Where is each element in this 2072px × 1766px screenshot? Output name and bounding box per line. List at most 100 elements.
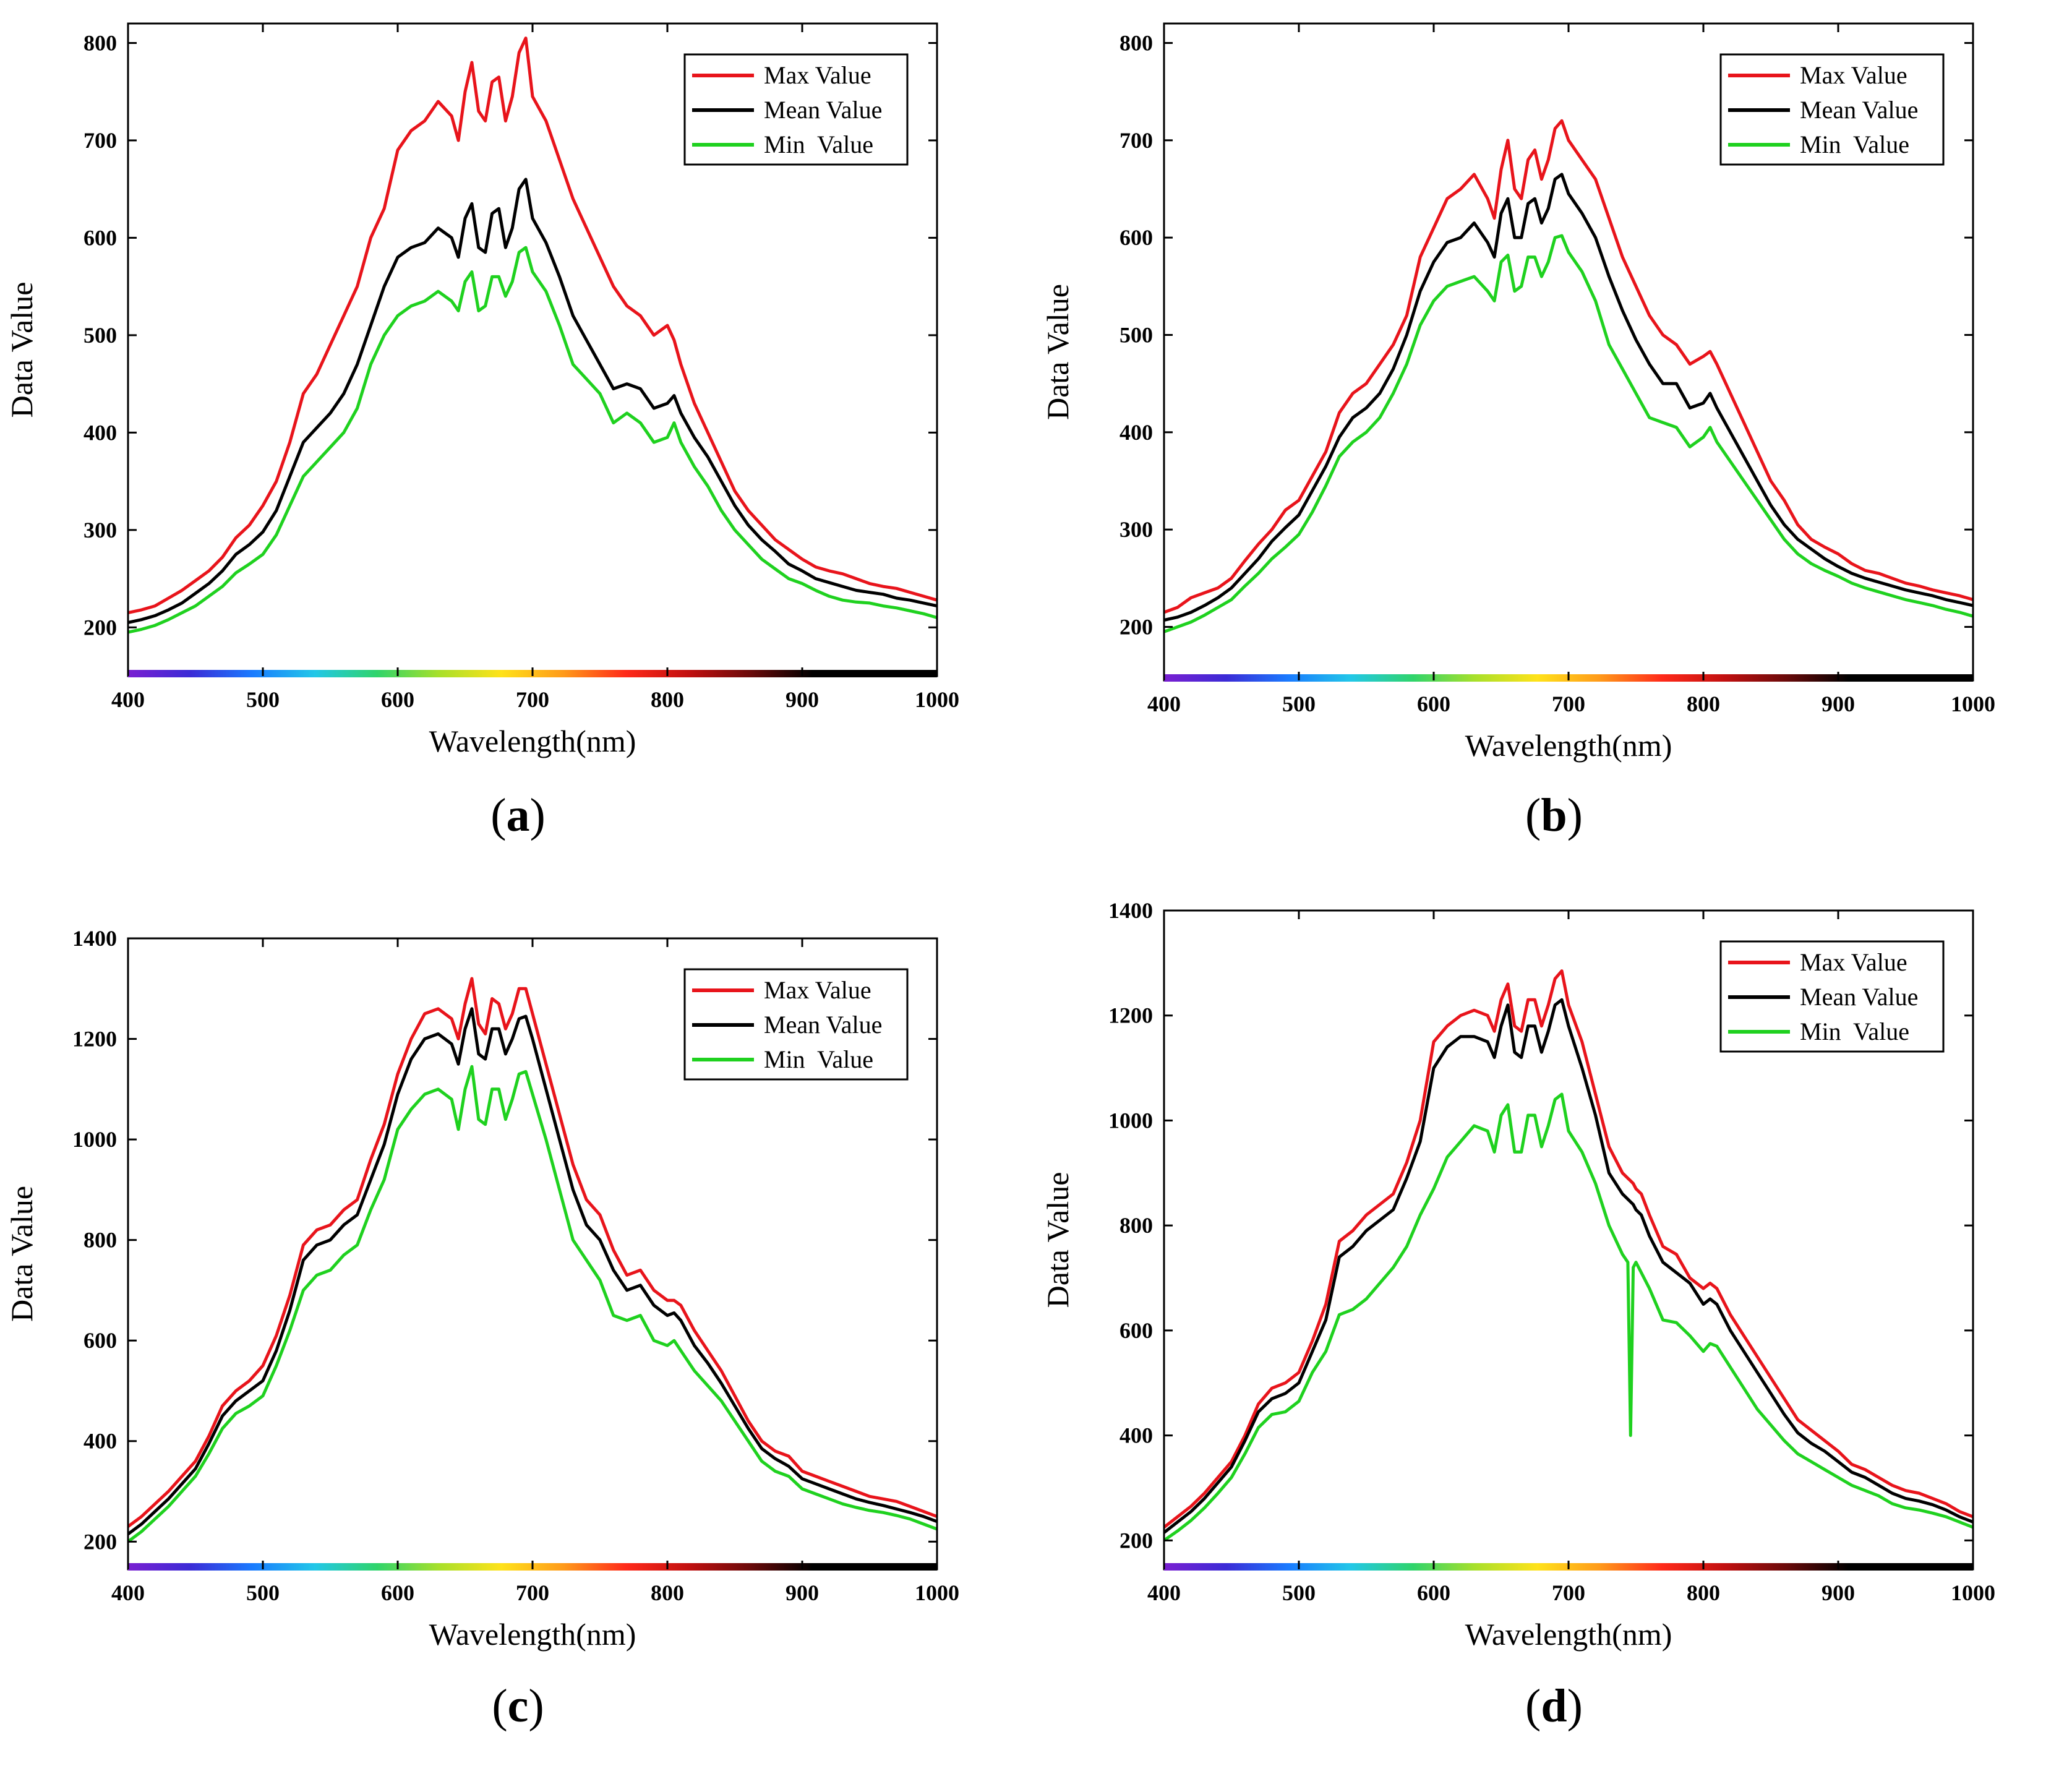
y-tick-label: 300: [1119, 517, 1153, 542]
x-tick-label: 700: [1552, 692, 1585, 716]
x-axis-label: Wavelength(nm): [1465, 1617, 1672, 1652]
series-line-max: [1163, 119, 1974, 614]
chart-c: 200 400 600 800 1000 1200 1400 400 500 600 700 800 9…: [4, 926, 959, 1652]
y-tick-label: 200: [83, 1529, 117, 1554]
caption-b: (b): [1525, 789, 1583, 841]
legend-label: Mean Value: [764, 1011, 882, 1039]
series-line-min: [1163, 234, 1974, 633]
series-line-max: [127, 977, 938, 1528]
y-tick-label: 700: [1119, 128, 1153, 153]
series-line-max: [127, 36, 938, 615]
y-tick-label: 600: [1119, 1318, 1153, 1343]
series-line-mean: [127, 178, 938, 624]
y-axis-label: Data Value: [1040, 1172, 1075, 1308]
x-tick-label: 900: [786, 687, 819, 712]
panel-d: 200 400 600 800 1000 1200 1400 400 500 600 700 800 9…: [1036, 883, 2072, 1765]
caption-letter: b: [1541, 789, 1567, 841]
x-tick-label: 600: [1417, 692, 1450, 716]
x-tick-label: 400: [111, 1580, 145, 1605]
series-line-max: [1163, 969, 1974, 1529]
legend-label: Mean Value: [1800, 983, 1918, 1011]
y-tick-label: 600: [83, 225, 117, 250]
x-axis-label: Wavelength(nm): [1465, 728, 1672, 763]
y-tick-label: 800: [1119, 30, 1153, 55]
legend-label: Max Value: [1800, 948, 1907, 976]
y-tick-label: 1200: [1108, 1003, 1153, 1028]
legend-label: Max Value: [764, 976, 871, 1004]
y-tick-label: 400: [1119, 420, 1153, 445]
x-tick-label: 1000: [915, 687, 959, 712]
x-axis-label: Wavelength(nm): [429, 1617, 636, 1652]
series-line-min: [127, 246, 938, 634]
legend-label: Max Value: [764, 61, 871, 89]
x-tick-label: 400: [111, 687, 145, 712]
y-tick-label: 1200: [72, 1027, 117, 1052]
x-tick-label: 400: [1147, 692, 1181, 716]
y-tick-label: 200: [1119, 614, 1153, 639]
y-tick-label: 800: [1119, 1213, 1153, 1238]
x-tick-label: 1000: [915, 1580, 959, 1605]
legend-label: Min Value: [764, 131, 873, 158]
y-tick-label: 400: [1119, 1423, 1153, 1448]
x-tick-label: 600: [381, 1580, 414, 1605]
y-tick-label: 600: [1119, 225, 1153, 250]
chart-a: 200 300 400 500 600 700 800 400 500 600 700 800 900 1…: [4, 22, 959, 758]
panel-b: 200 300 400 500 600 700 800 400 500 600 700 800 900 1…: [1036, 0, 2072, 883]
y-tick-label: 700: [83, 128, 117, 153]
y-tick-label: 300: [83, 518, 117, 542]
x-tick-label: 500: [246, 687, 280, 712]
x-tick-label: 800: [1687, 692, 1720, 716]
x-tick-label: 700: [516, 1580, 549, 1605]
x-tick-label: 1000: [1951, 1580, 1995, 1605]
caption-letter: c: [507, 1680, 529, 1732]
x-axis-label: Wavelength(nm): [429, 724, 636, 758]
series-line-min: [1163, 1092, 1974, 1542]
x-tick-label: 900: [1822, 1580, 1855, 1605]
y-tick-label: 400: [83, 1429, 117, 1454]
x-tick-label: 400: [1147, 1580, 1181, 1605]
y-tick-label: 600: [83, 1328, 117, 1353]
caption-d: (d): [1525, 1680, 1583, 1732]
legend-label: Min Value: [1800, 131, 1909, 158]
chart-d: 200 400 600 800 1000 1200 1400 400 500 600 700 800 9…: [1040, 898, 1995, 1652]
x-tick-label: 500: [1282, 692, 1316, 716]
x-tick-label: 900: [1822, 692, 1855, 716]
legend-label: Mean Value: [764, 96, 882, 124]
series-line-mean: [1163, 998, 1974, 1534]
series-line-min: [127, 1065, 938, 1543]
y-tick-label: 500: [1119, 322, 1153, 347]
caption-letter: d: [1541, 1680, 1567, 1732]
y-tick-label: 200: [1119, 1528, 1153, 1553]
x-tick-label: 1000: [1951, 692, 1995, 716]
caption-a: (a): [490, 789, 546, 841]
caption-c: (c): [492, 1680, 544, 1732]
y-tick-label: 1400: [72, 926, 117, 951]
y-tick-label: 1000: [72, 1127, 117, 1152]
y-axis-label: Data Value: [4, 282, 39, 418]
x-tick-label: 500: [1282, 1580, 1316, 1605]
y-axis-label: Data Value: [4, 1186, 39, 1322]
x-tick-label: 800: [1687, 1580, 1720, 1605]
x-tick-label: 800: [651, 1580, 684, 1605]
legend-label: Max Value: [1800, 61, 1907, 89]
x-tick-label: 600: [381, 687, 414, 712]
x-tick-label: 900: [786, 1580, 819, 1605]
y-tick-label: 800: [83, 1228, 117, 1253]
y-tick-label: 400: [83, 420, 117, 445]
y-tick-label: 200: [83, 615, 117, 640]
x-tick-label: 700: [516, 687, 549, 712]
panel-c: 200 400 600 800 1000 1200 1400 400 500 600 700 800 9…: [0, 883, 1036, 1765]
series-line-mean: [127, 1007, 938, 1536]
y-tick-label: 1400: [1108, 898, 1153, 923]
x-tick-label: 700: [1552, 1580, 1585, 1605]
y-axis-label: Data Value: [1040, 284, 1075, 420]
x-tick-label: 800: [651, 687, 684, 712]
y-tick-label: 800: [83, 30, 117, 55]
series-line-mean: [1163, 173, 1974, 622]
x-tick-label: 500: [246, 1580, 280, 1605]
legend-label: Min Value: [764, 1045, 873, 1073]
x-tick-label: 600: [1417, 1580, 1450, 1605]
y-tick-label: 500: [83, 323, 117, 348]
panel-a: 200 300 400 500 600 700 800 400 500 600 700 800 900 1…: [0, 0, 1036, 883]
caption-letter: a: [506, 789, 530, 841]
